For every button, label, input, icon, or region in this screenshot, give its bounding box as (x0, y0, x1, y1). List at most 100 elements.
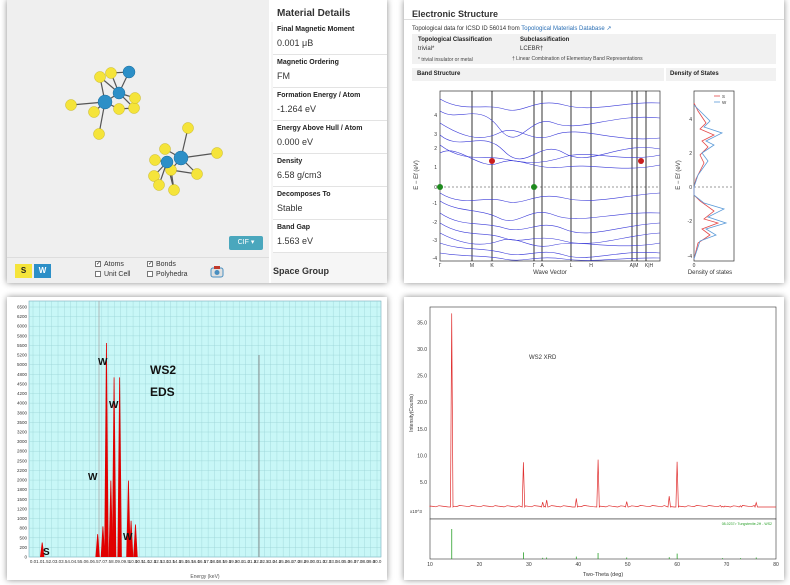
cbm-marker (489, 158, 495, 164)
eds-peak (95, 534, 100, 557)
dos-y-ticks: 4 2 0 -2 -4 (688, 117, 693, 260)
eds-x-tick: 24.0 (273, 559, 282, 564)
xrd-x-tick: 40 (576, 562, 582, 568)
legend-chip-w: W (34, 264, 51, 278)
viewer-toolbar: S W ✓ Atoms Unit Cell ✓ Bonds Polyhedra (7, 257, 269, 283)
eds-x-tick: 19.5 (229, 559, 238, 564)
svg-text:-4: -4 (688, 254, 693, 260)
eds-y-tick: 5000 (17, 362, 28, 367)
eds-x-tick: 16.5 (197, 559, 206, 564)
cif-download-button[interactable]: CIF ▾ (229, 236, 263, 250)
property-magnetic-ordering: Magnetic Ordering FM (273, 55, 387, 88)
eds-x-tick: 15.5 (185, 559, 194, 564)
eds-x-tick: 16.0 (191, 559, 200, 564)
xrd-x-tick: 30 (526, 562, 532, 568)
band-structure-heading: Band Structure (412, 68, 664, 81)
property-decomposes-to: Decomposes To Stable (273, 187, 387, 220)
xrd-y-tick: 10.0 (417, 453, 427, 459)
xrd-x-label: Two-Theta (deg) (583, 572, 624, 578)
svg-text:-1: -1 (433, 201, 438, 207)
svg-text:Γ: Γ (533, 263, 536, 269)
eds-x-tick: 1.5 (42, 559, 49, 564)
eds-x-tick: 19.0 (223, 559, 232, 564)
kpoint-labels: Γ M K Γ A L H A|M K|H (439, 263, 654, 269)
eds-x-tick: 18.5 (216, 559, 225, 564)
band-plot-frame (439, 90, 661, 262)
eds-x-tick: 28.0 (298, 559, 307, 564)
eds-peak (128, 520, 134, 557)
eds-y-tick: 200 (19, 545, 27, 550)
eds-y-tick: 3000 (17, 439, 28, 444)
space-group-heading: Space Group (273, 266, 330, 276)
xrd-x-tick: 50 (625, 562, 631, 568)
eds-x-tick: 38.0 (360, 559, 369, 564)
eds-y-tick: 5500 (17, 343, 28, 348)
eds-x-tick: 17.0 (204, 559, 213, 564)
eds-x-tick: 13.0 (160, 559, 169, 564)
eds-y-tick: 500 (19, 535, 27, 540)
svg-text:K: K (490, 263, 494, 269)
eds-peak-label-w1: W (98, 357, 108, 368)
xrd-y-tick: 15.0 (417, 427, 427, 433)
property-energy-above-hull: Energy Above Hull / Atom 0.000 eV (273, 121, 387, 154)
xrd-y-ticks: 35.0 30.0 25.0 20.0 15.0 10.0 5.0 (417, 320, 427, 485)
eds-panel: 6500 6200 6000 5800 5500 5200 5000 4800 4500 4200… (7, 297, 387, 580)
external-link-icon[interactable]: ↗ (606, 26, 612, 32)
eds-peak (111, 377, 117, 557)
eds-x-tick: 31.0 (316, 559, 325, 564)
band-x-label: Wave Vector (533, 270, 567, 276)
image-export-icon[interactable] (210, 264, 224, 278)
eds-x-tick: 4.5 (74, 559, 81, 564)
eds-title-label: WS2 (150, 363, 176, 377)
eds-x-tick: 29.0 (304, 559, 313, 564)
eds-x-tick: 9.5 (124, 559, 131, 564)
atoms-checkbox[interactable]: ✓ Atoms (95, 261, 124, 268)
eds-peak (108, 480, 114, 557)
eds-y-tick: 5800 (17, 333, 28, 338)
property-final-magnetic-moment: Final Magnetic Moment 0.001 μB (273, 22, 387, 55)
polyhedra-checkbox[interactable]: Polyhedra (147, 271, 188, 278)
topological-database-link[interactable]: Topological Materials Database (521, 26, 605, 32)
unit-cell-checkbox[interactable]: Unit Cell (95, 271, 130, 278)
dos-y-label: E − Ef (eV) (676, 160, 682, 190)
eds-y-tick: 2500 (17, 458, 28, 463)
properties-column: Material Details Final Magnetic Moment 0… (271, 0, 387, 283)
dos-x-label: Density of states (688, 270, 732, 276)
subclassification-label: Subclassification (520, 37, 570, 43)
xrd-reference-area (429, 518, 777, 560)
svg-text:-2: -2 (433, 220, 438, 226)
eds-x-tick: 34.0 (335, 559, 344, 564)
svg-text:-4: -4 (433, 256, 438, 262)
material-details-heading: Material Details (271, 0, 387, 22)
eds-y-tick: 1200 (17, 506, 28, 511)
xrd-x-tick: 70 (724, 562, 730, 568)
band-y-ticks: 4 3 2 1 0 -1 -2 -3 -4 (433, 113, 438, 262)
vbm-marker-2 (531, 184, 537, 190)
eds-y-tick: 4800 (17, 372, 28, 377)
band-y-label: E − Ef (eV) (414, 160, 420, 190)
eds-chart: 6500620060005800550052005000480045004200… (17, 300, 382, 580)
dos-x-tick: 0 (693, 263, 696, 269)
eds-x-tick: 10.0 (129, 559, 138, 564)
eds-x-tick: 3.5 (61, 559, 68, 564)
eds-peak-label-s: S (43, 547, 50, 558)
eds-y-tick: 4000 (17, 401, 28, 406)
legend-chip-s: S (15, 264, 32, 278)
xrd-x-ticks: 10 20 30 40 50 60 70 80 (427, 562, 779, 568)
xrd-reference-lines (451, 529, 757, 559)
crystal-structure[interactable] (7, 0, 269, 257)
xrd-reference-label: 08-0237> Tungstenite-2H - WS2 (722, 522, 772, 526)
eds-peak (40, 542, 45, 557)
eds-x-ticks: 0.0 1.0 1.5 2.0 3.0 3.5 4.0 4.5 5.0 6.0 6.5 7.0 7.5 8… (30, 559, 382, 564)
subclassification-value: LCEBR† (520, 46, 544, 52)
svg-text:-2: -2 (688, 219, 693, 225)
xrd-plot-area (429, 306, 777, 520)
structure-viewer[interactable]: S W ✓ Atoms Unit Cell ✓ Bonds Polyhedra CI… (7, 0, 269, 283)
bonds-checkbox[interactable]: ✓ Bonds (147, 261, 176, 268)
eds-x-tick: 40.0 (373, 559, 382, 564)
svg-text:4: 4 (689, 117, 692, 123)
eds-peaks (40, 343, 138, 557)
svg-text:H: H (589, 263, 593, 269)
eds-x-tick: 33.0 (329, 559, 338, 564)
eds-x-tick: 32.0 (323, 559, 332, 564)
